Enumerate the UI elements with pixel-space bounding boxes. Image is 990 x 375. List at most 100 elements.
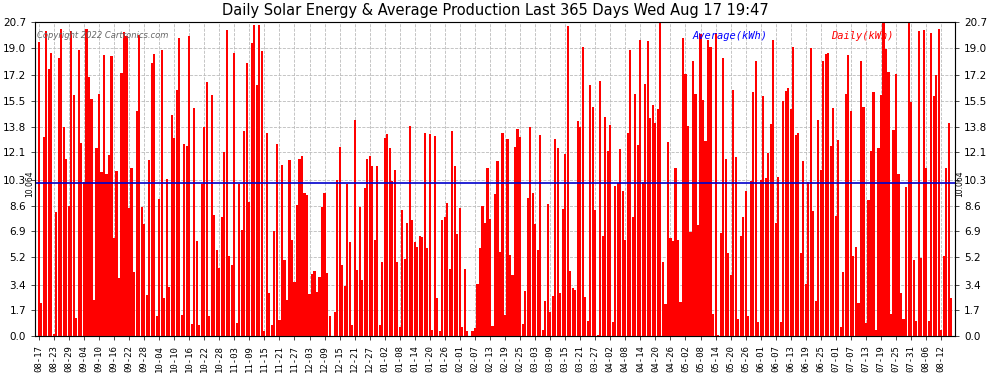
Bar [246,63,248,336]
Bar [486,168,488,336]
Bar [394,170,396,336]
Bar [165,179,167,336]
Bar [351,325,353,336]
Bar [131,168,133,336]
Bar [386,134,388,336]
Bar [255,85,258,336]
Bar [559,293,561,336]
Bar [875,330,877,336]
Bar [43,137,45,336]
Bar [153,54,155,336]
Bar [905,187,907,336]
Bar [211,95,213,336]
Bar [236,323,238,336]
Bar [705,141,707,336]
Bar [376,166,378,336]
Bar [890,314,892,336]
Bar [260,51,263,336]
Bar [391,181,393,336]
Bar [649,118,651,336]
Bar [451,131,453,336]
Bar [198,326,200,336]
Bar [258,25,260,336]
Bar [823,61,825,336]
Bar [640,39,642,336]
Bar [504,315,506,336]
Bar [484,224,486,336]
Bar [75,318,77,336]
Bar [301,156,303,336]
Bar [336,180,339,336]
Bar [870,151,872,336]
Bar [582,47,584,336]
Bar [396,262,398,336]
Bar [539,135,542,336]
Bar [288,159,290,336]
Bar [50,53,52,336]
Bar [404,259,406,336]
Bar [373,240,376,336]
Bar [381,262,383,336]
Bar [314,271,316,336]
Bar [278,320,280,336]
Bar [844,94,847,336]
Bar [774,223,777,336]
Bar [517,129,519,336]
Bar [98,94,100,336]
Bar [662,262,664,336]
Bar [566,26,568,336]
Bar [150,63,152,336]
Bar [838,140,840,336]
Bar [785,91,787,336]
Bar [857,303,859,336]
Bar [466,331,468,336]
Bar [571,288,574,336]
Bar [213,215,216,336]
Bar [694,94,697,336]
Bar [348,242,350,336]
Bar [542,330,544,336]
Bar [569,271,571,336]
Bar [231,265,233,336]
Bar [57,58,60,336]
Text: 10.064: 10.064 [26,170,35,196]
Bar [754,62,756,336]
Bar [234,53,236,336]
Bar [361,280,363,336]
Bar [940,330,942,336]
Bar [191,324,193,336]
Bar [326,273,328,336]
Bar [534,224,537,336]
Bar [913,261,915,336]
Bar [41,303,43,336]
Bar [186,146,188,336]
Bar [126,36,128,336]
Bar [458,208,461,336]
Bar [341,265,344,336]
Bar [752,92,754,336]
Bar [612,322,614,336]
Bar [674,168,676,336]
Bar [551,296,553,336]
Bar [910,102,912,336]
Bar [105,174,108,336]
Bar [344,286,346,336]
Bar [887,72,890,336]
Bar [85,29,87,336]
Bar [464,269,466,336]
Bar [241,230,243,336]
Bar [62,127,65,336]
Bar [489,219,491,336]
Bar [133,272,135,336]
Bar [810,48,812,336]
Bar [271,325,273,336]
Bar [218,268,221,336]
Bar [584,297,586,336]
Bar [842,272,844,336]
Bar [273,231,275,336]
Text: Copyright 2022 Cartronics.com: Copyright 2022 Cartronics.com [37,31,168,40]
Bar [453,166,456,336]
Bar [446,203,448,336]
Bar [298,159,301,336]
Bar [635,94,637,336]
